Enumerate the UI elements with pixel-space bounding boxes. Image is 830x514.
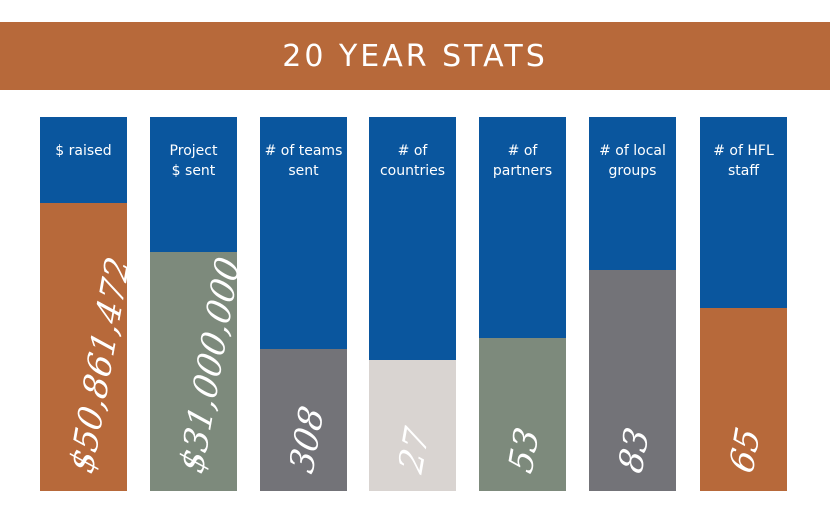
stat-value: 65 [721,422,768,478]
stat-label-line: # of teams [264,143,343,159]
stat-label-line: # of [397,143,428,159]
stat-label: # of teams sent [260,141,347,181]
stat-label: # of HFL staff [700,141,787,181]
stat-column: Project $ sent $31,000,000 [150,117,237,491]
stat-label: # of partners [479,141,566,181]
stat-label-line: sent [288,163,319,179]
stat-column: # of local groups 83 [589,117,676,491]
stat-label-line: $ sent [171,163,216,179]
stat-label-line: # of local [599,143,666,159]
stat-value: 308 [281,401,332,478]
stat-label-line: groups [608,163,657,179]
stat-value: $50,861,472 [61,252,127,478]
stat-bar-fill: $31,000,000 [150,252,237,491]
stat-column: # of countries 27 [369,117,456,491]
stat-bar-fill: $50,861,472 [40,203,127,491]
stat-label: # of local groups [589,141,676,181]
stat-label-line: Project [169,143,218,159]
stat-column: # of partners 53 [479,117,566,491]
stat-bar-fill: 308 [260,349,347,491]
stat-label-line: staff [727,163,759,179]
stat-label: $ raised [40,141,127,161]
stat-label-line: # of HFL [713,143,774,159]
stat-bar-fill: 27 [369,360,456,491]
stat-value: 53 [500,422,547,478]
stat-bar-fill: 53 [479,338,566,491]
stat-label-line: # of [507,143,538,159]
stat-column: $ raised $50,861,472 [40,117,127,491]
stat-label-line: $ raised [55,143,112,159]
stat-bar-fill: 83 [589,270,676,491]
stat-column: # of HFL staff 65 [700,117,787,491]
stat-label-line: partners [492,163,553,179]
stat-column: # of teams sent 308 [260,117,347,491]
title-banner: 20 YEAR STATS [0,22,830,90]
page-title: 20 YEAR STATS [282,38,548,74]
stat-label: Project $ sent [150,141,237,181]
stat-value: 27 [390,422,437,478]
stat-value: $31,000,000 [171,252,237,478]
stat-label: # of countries [369,141,456,181]
stat-value: 83 [610,422,657,478]
stat-label-line: countries [379,163,446,179]
stat-bar-fill: 65 [700,308,787,491]
